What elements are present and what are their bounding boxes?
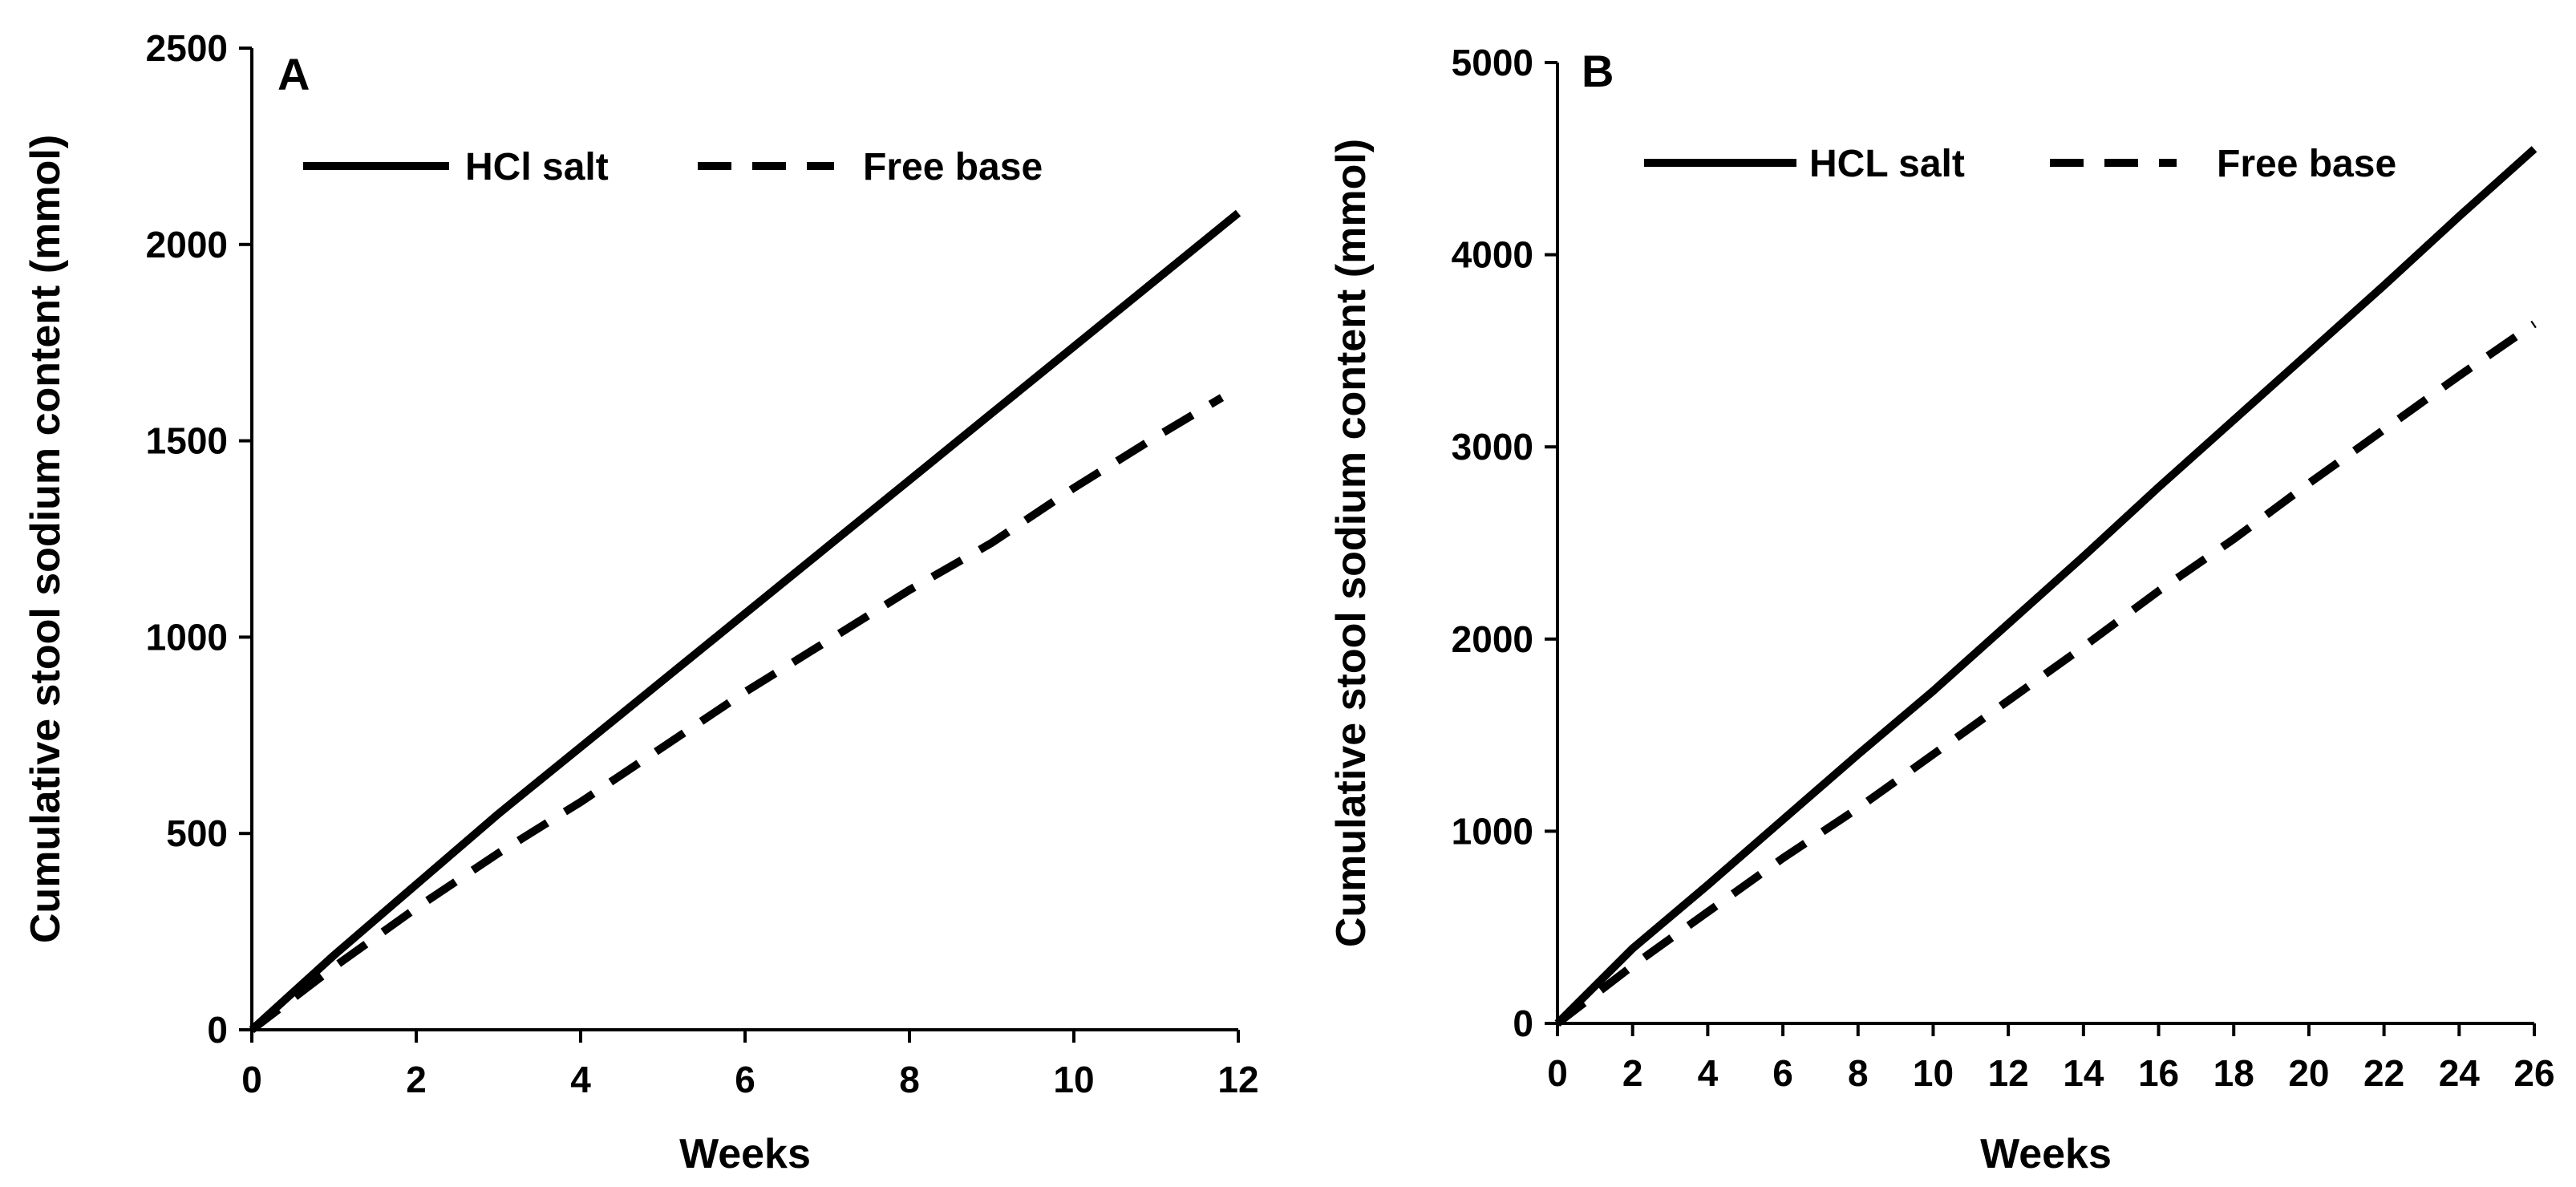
y-tick-label: 2500 [146,27,228,69]
series-layer [249,209,1241,1033]
series-line-hcl-salt [1554,146,2538,1027]
y-tick-label: 0 [207,1009,228,1051]
y-tick-label: 1000 [1452,810,1533,852]
x-tick-label: 14 [2063,1052,2104,1094]
y-axis-ticks: 0 1000 2000 3000 4000 5000 [1452,42,1557,1044]
x-tick-label: 26 [2513,1052,2554,1094]
x-tick-label: 12 [1988,1052,2029,1094]
x-tick-label: 2 [406,1059,427,1100]
series-layer [1554,146,2538,1027]
series-line-free-base [249,394,1225,1033]
panel-label: A [277,49,310,99]
x-tick-label: 10 [1913,1052,1954,1094]
x-axis-label: Weeks [679,1131,811,1177]
legend: HCL salt Free base [1644,143,2396,185]
x-tick-label: 6 [1772,1052,1793,1094]
legend-label-hcl-salt: HCL salt [1809,143,1965,185]
x-tick-label: 12 [1217,1059,1258,1100]
x-tick-label: 4 [1698,1052,1719,1094]
y-tick-label: 1500 [146,420,228,462]
panel-label: B [1582,46,1614,96]
x-tick-label: 4 [570,1059,591,1100]
series-line-hcl-salt [249,209,1241,1033]
x-tick-label: 20 [2288,1052,2329,1094]
y-tick-label: 2000 [146,224,228,265]
x-tick-label: 2 [1622,1052,1643,1094]
y-axis-label: Cumulative stool sodium content (mmol) [22,135,69,943]
x-tick-label: 6 [735,1059,755,1100]
x-tick-label: 22 [2363,1052,2404,1094]
y-tick-label: 500 [166,812,228,854]
y-axis-label: Cumulative stool sodium content (mmol) [1328,139,1375,947]
legend-label-free-base: Free base [2217,143,2396,185]
y-tick-label: 5000 [1452,42,1533,83]
legend-label-free-base: Free base [863,146,1043,188]
x-tick-label: 24 [2439,1052,2481,1094]
x-axis-label: Weeks [1980,1131,2112,1177]
x-axis-ticks: 0 2 4 6 8 10 12 14 16 18 20 22 24 26 [1547,1023,2555,1094]
x-axis-ticks: 0 2 4 6 8 10 12 [241,1030,1259,1100]
series-line-free-base [1554,320,2537,1027]
y-tick-label: 2000 [1452,618,1533,660]
y-axis-ticks: 0 500 1000 1500 2000 2500 [146,27,252,1051]
x-tick-label: 10 [1053,1059,1094,1100]
y-tick-label: 4000 [1452,234,1533,276]
chart-panel-a: 0 500 1000 1500 2000 2500 0 2 4 6 8 10 12 A Weeks C… [22,27,1259,1177]
x-tick-label: 0 [241,1059,262,1100]
y-tick-label: 0 [1513,1003,1533,1044]
x-tick-label: 0 [1547,1052,1568,1094]
x-tick-label: 18 [2213,1052,2254,1094]
x-tick-label: 8 [1848,1052,1869,1094]
y-tick-label: 3000 [1452,426,1533,468]
x-tick-label: 8 [899,1059,920,1100]
y-tick-label: 1000 [146,616,228,658]
legend-label-hcl-salt: HCl salt [465,146,609,188]
x-tick-label: 16 [2138,1052,2179,1094]
legend: HCl salt Free base [303,146,1043,188]
